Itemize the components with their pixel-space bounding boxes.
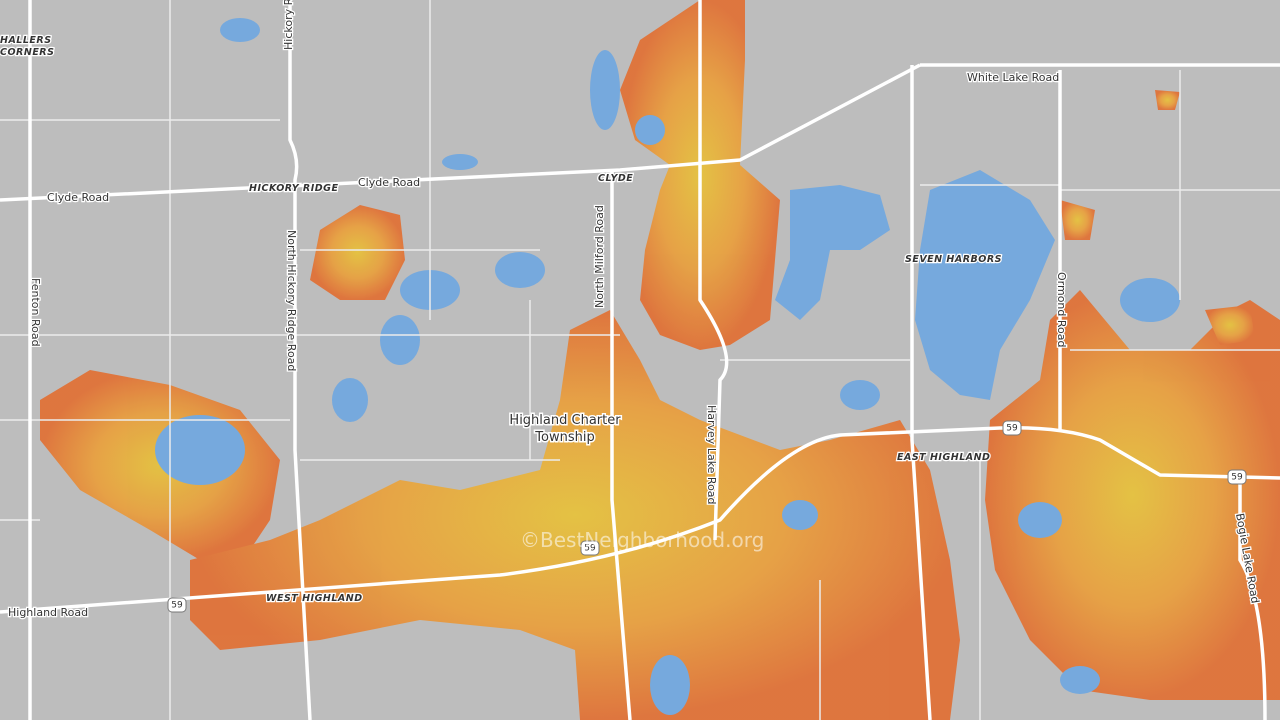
shield-label: 59 (1231, 473, 1243, 483)
shield: 59 (1002, 420, 1022, 436)
labels: HALLERS CORNERS Hickory Ridge Road Clyde… (0, 0, 1263, 620)
road-label: Ormond Road (1055, 272, 1068, 348)
shield-label: 59 (171, 601, 183, 611)
road-label: Clyde Road (47, 191, 109, 204)
road-label: Harvey Lake Road (705, 405, 718, 505)
shield: 59 (580, 540, 600, 556)
shield-label: 59 (1006, 424, 1018, 434)
place-label: HALLERS (0, 35, 52, 46)
place-label: HICKORY RIDGE (249, 183, 338, 194)
place-label: CORNERS (0, 47, 54, 58)
shield: 59 (167, 597, 187, 613)
road-label: White Lake Road (967, 71, 1059, 84)
town-label: Township (534, 430, 594, 445)
shield-label: 59 (584, 544, 596, 554)
place-label: EAST HIGHLAND (897, 452, 990, 463)
town-label: Highland Charter (509, 413, 621, 428)
road-label: Fenton Road (29, 278, 42, 347)
road-label: Highland Road (8, 606, 88, 619)
heat-overlay (40, 0, 1280, 720)
watermark: ©BestNeighborhood.org (520, 528, 764, 552)
place-label: CLYDE (598, 173, 633, 184)
road-label: Clyde Road (358, 176, 420, 189)
place-label: SEVEN HARBORS (905, 254, 1002, 265)
lakes (155, 18, 1180, 715)
road-label: North Hickory Ridge Road (285, 230, 298, 371)
road-label: Hickory Ridge Road (282, 0, 295, 50)
road-label: North Milford Road (593, 205, 606, 308)
shield: 59 (1227, 469, 1247, 485)
place-label: WEST HIGHLAND (266, 593, 363, 604)
route-shields: 59 59 59 59 (167, 420, 1247, 613)
